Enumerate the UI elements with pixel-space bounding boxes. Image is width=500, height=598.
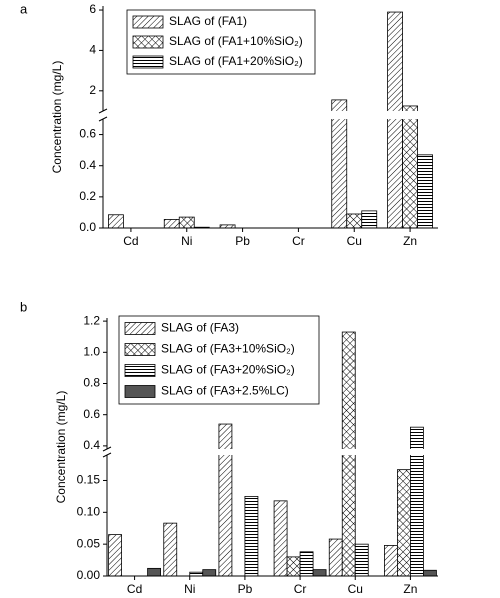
- y-tick-label: 6: [89, 2, 96, 16]
- bar: [147, 567, 161, 577]
- bar: [312, 569, 327, 577]
- panel-label: a: [20, 1, 28, 16]
- legend-swatch: [132, 55, 164, 69]
- y-axis-label: Concentration (mg/L): [54, 391, 68, 504]
- bar: [244, 495, 259, 577]
- legend-swatch: [132, 35, 164, 49]
- y-tick-label: 0.6: [79, 127, 96, 141]
- x-tick-label: Cr: [294, 582, 307, 596]
- x-tick-label: Ni: [181, 234, 192, 248]
- bar: [163, 522, 178, 577]
- bar: [189, 571, 204, 577]
- axis-break-gap: [101, 449, 438, 455]
- x-tick-label: Cd: [127, 582, 142, 596]
- y-tick-label: 0.4: [83, 438, 100, 452]
- bar: [108, 534, 122, 577]
- x-tick-label: Cr: [292, 234, 305, 248]
- legend-label: SLAG of (FA3+20%SiO₂): [161, 363, 295, 377]
- panel-label: b: [20, 299, 27, 314]
- legend-swatch: [124, 385, 156, 398]
- y-axis-label: Concentration (mg/L): [50, 61, 64, 174]
- legend-label: SLAG of (FA1): [169, 14, 247, 28]
- legend-label: SLAG of (FA3+2.5%LC): [161, 384, 289, 398]
- legend-swatch: [132, 15, 164, 29]
- x-tick-label: Cu: [348, 582, 363, 596]
- axis-break-mark: [98, 116, 108, 122]
- x-tick-label: Pb: [238, 582, 253, 596]
- y-tick-label: 0.6: [83, 407, 100, 421]
- y-tick-label: 0.4: [79, 158, 96, 172]
- y-tick-label: 0.0: [79, 220, 96, 234]
- bar: [423, 569, 437, 577]
- bar: [384, 545, 398, 577]
- legend-swatch: [124, 343, 156, 356]
- bar: [218, 423, 233, 577]
- bar: [273, 500, 288, 577]
- y-tick-label: 0.05: [77, 536, 101, 550]
- bar: [346, 213, 363, 229]
- y-tick-label: 0.00: [77, 568, 101, 582]
- legend-label: SLAG of (FA1+10%SiO₂): [169, 34, 303, 48]
- legend-swatch: [124, 322, 156, 335]
- bar: [163, 219, 180, 229]
- bar: [402, 105, 418, 229]
- bar: [299, 551, 314, 577]
- x-tick-label: Cu: [347, 234, 362, 248]
- bar: [331, 99, 348, 229]
- legend-label: SLAG of (FA1+20%SiO₂): [169, 54, 303, 68]
- x-tick-label: Pb: [235, 234, 250, 248]
- bar: [178, 216, 195, 229]
- y-tick-label: 0.10: [77, 504, 101, 518]
- y-tick-label: 0.8: [83, 376, 100, 390]
- y-tick-label: 0.2: [79, 189, 96, 203]
- axis-break-mark: [102, 446, 112, 452]
- axis-break-gap: [97, 111, 438, 119]
- bar: [108, 214, 124, 229]
- legend-label: SLAG of (FA3): [161, 321, 239, 335]
- bar: [354, 543, 369, 577]
- x-tick-label: Zn: [403, 582, 417, 596]
- y-tick-label: 1.0: [83, 344, 100, 358]
- x-tick-label: Zn: [403, 234, 417, 248]
- bar: [417, 154, 433, 229]
- y-tick-label: 2: [89, 83, 96, 97]
- bar: [202, 569, 217, 577]
- y-tick-label: 0.15: [77, 473, 101, 487]
- axis-break-mark: [98, 108, 108, 114]
- bar: [361, 210, 378, 229]
- y-tick-label: 1.2: [83, 313, 100, 327]
- x-tick-label: Cd: [123, 234, 138, 248]
- legend-label: SLAG of (FA3+10%SiO₂): [161, 342, 295, 356]
- x-tick-label: Ni: [184, 582, 195, 596]
- bar: [387, 11, 403, 229]
- axis-break-mark: [102, 452, 112, 458]
- bar: [286, 556, 301, 577]
- bar: [397, 469, 411, 577]
- bar: [328, 538, 343, 577]
- legend-swatch: [124, 364, 156, 377]
- y-tick-label: 4: [89, 43, 96, 57]
